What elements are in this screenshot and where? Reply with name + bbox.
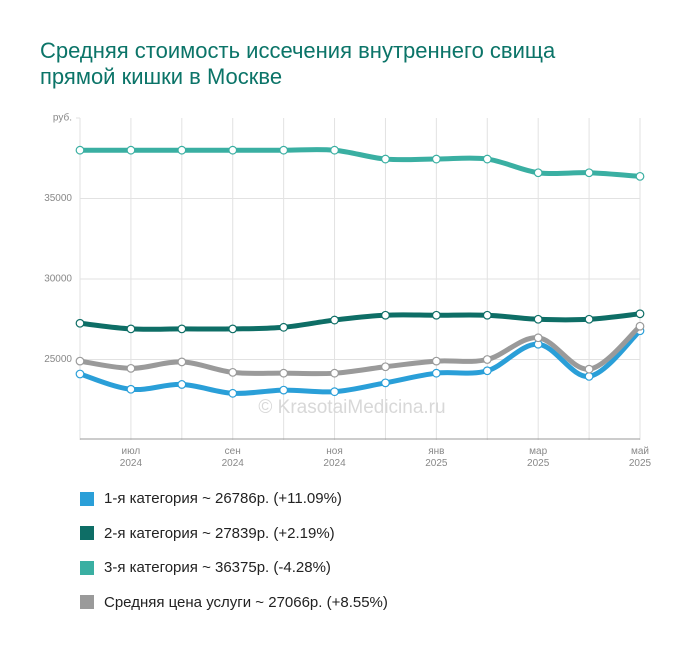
data-point: [177, 357, 187, 367]
data-point: [584, 372, 594, 381]
data-point: [279, 145, 289, 155]
watermark: © KrasotaiMedicina.ru: [258, 397, 445, 418]
data-point: [482, 154, 492, 164]
data-point: [228, 324, 238, 334]
legend-swatch: [80, 526, 94, 540]
y-tick-label: руб.: [53, 112, 72, 124]
data-point: [126, 363, 136, 373]
data-point: [177, 145, 187, 155]
series-line: [77, 311, 643, 332]
legend-item: 1-я категория ~ 26786р. (+11.09%): [80, 490, 342, 507]
y-tick-label: 25000: [44, 354, 72, 365]
series-line: [77, 147, 643, 179]
y-tick-label: 30000: [44, 274, 72, 285]
data-point: [177, 380, 187, 389]
legend-label: 3-я категория ~ 36375р. (-4.28%): [104, 559, 331, 576]
data-point: [584, 314, 594, 324]
data-point: [381, 154, 390, 164]
legend-swatch: [80, 560, 94, 575]
x-tick-label: сен 2024: [221, 446, 244, 469]
data-point: [381, 362, 390, 372]
data-point: [330, 368, 339, 378]
series-line: [77, 323, 643, 377]
legend-item: 2-я категория ~ 27839р. (+2.19%): [80, 525, 335, 542]
data-point: [177, 324, 187, 334]
data-point: [330, 387, 339, 397]
legend-item: Средняя цена услуги ~ 27066р. (+8.55%): [80, 594, 388, 611]
data-point: [279, 322, 289, 332]
data-point: [635, 321, 645, 331]
x-tick-label: июл 2024: [119, 446, 143, 469]
legend-label: 2-я категория ~ 27839р. (+2.19%): [104, 524, 335, 542]
data-point: [635, 309, 645, 319]
x-tick-label: ноя 2024: [323, 446, 346, 469]
data-point: [126, 324, 136, 334]
data-point: [381, 378, 390, 388]
data-point: [431, 154, 441, 164]
data-point: [330, 145, 339, 155]
data-point: [330, 315, 339, 325]
data-point: [431, 368, 441, 378]
data-point: [228, 145, 238, 155]
x-tick-label: янв 2025: [425, 446, 448, 469]
data-point: [279, 368, 289, 378]
data-point: [533, 314, 543, 324]
data-point: [584, 364, 594, 374]
data-point: [482, 355, 492, 364]
data-point: [584, 168, 594, 178]
x-tick-label: май 2025: [628, 446, 652, 469]
data-point: [431, 356, 441, 366]
data-point: [228, 388, 238, 398]
data-point: [533, 333, 543, 343]
data-point: [279, 385, 289, 395]
data-point: [635, 171, 645, 181]
data-point: [482, 310, 492, 320]
y-tick-label: 35000: [44, 193, 72, 204]
data-point: [126, 145, 136, 155]
data-point: [533, 168, 543, 178]
x-tick-label: мар 2025: [527, 446, 550, 469]
data-point: [126, 384, 136, 394]
data-point: [228, 367, 238, 377]
data-point: [75, 318, 85, 328]
data-point: [431, 310, 441, 320]
data-point: [75, 145, 85, 155]
chart-title: Средняя стоимость иссечения внутреннего …: [40, 38, 556, 89]
legend-swatch: [80, 595, 94, 609]
data-point: [482, 366, 492, 376]
legend-label: Средняя цена услуги ~ 27066р. (+8.55%): [104, 593, 388, 611]
data-point: [381, 310, 390, 320]
data-point: [75, 356, 85, 366]
data-point: [75, 369, 85, 379]
legend-swatch: [80, 491, 94, 506]
legend-label: 1-я категория ~ 26786р. (+11.09%): [104, 490, 342, 507]
legend-item: 3-я категория ~ 36375р. (-4.28%): [80, 559, 331, 576]
